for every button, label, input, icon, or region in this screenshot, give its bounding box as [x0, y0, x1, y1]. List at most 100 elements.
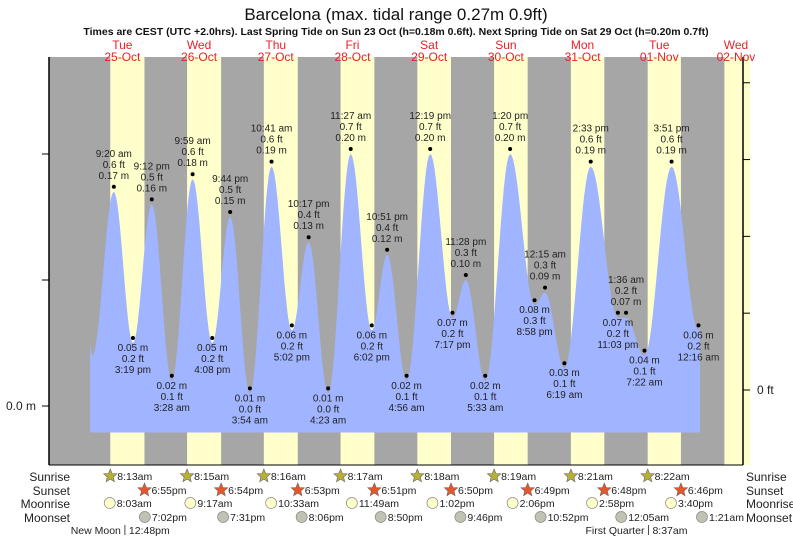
moon-phase-time: 12:48pm: [129, 525, 170, 537]
moonset-moon-icon: [374, 511, 387, 523]
moonrise-moon-icon: [103, 497, 116, 509]
low-tide-point: [130, 336, 135, 340]
moonset-row-label-right: Moonset: [746, 511, 793, 525]
chart-title: Barcelona (max. tidal range 0.27m 0.9ft): [244, 5, 547, 24]
low-tide-time: 7:22 am: [626, 378, 662, 389]
moonset-time: 9:46pm: [467, 512, 502, 524]
moonset-time: 12:05am: [628, 512, 669, 524]
high-tide-ft: 0.5 ft: [219, 185, 241, 196]
high-tide-ft: 0.6 ft: [103, 160, 125, 171]
sunset-star-icon: [596, 482, 612, 497]
sunset-time: 6:49pm: [535, 485, 570, 497]
high-tide-m: 0.19 m: [656, 146, 687, 157]
low-tide-time: 3:54 am: [232, 415, 268, 426]
high-tide-time: 9:20 am: [96, 149, 132, 160]
moonrise-row-label-left: Moonrise: [21, 497, 71, 511]
sunrise-star-icon: [486, 468, 502, 483]
low-tide-time: 11:03 pm: [597, 340, 638, 351]
low-tide-m: 0.06 m: [356, 330, 387, 341]
low-tide-ft: 0.3 ft: [523, 316, 545, 327]
moonrise-moon-icon: [506, 497, 519, 509]
sunset-time: 6:54pm: [228, 485, 263, 497]
high-tide-time: 9:12 pm: [134, 161, 170, 172]
high-tide-point: [149, 197, 154, 202]
low-tide-ft: 0.1 ft: [161, 392, 183, 403]
day-weekday-label: Wed: [187, 38, 211, 52]
low-tide-ft: 0.1 ft: [395, 392, 417, 403]
low-tide-point: [696, 323, 701, 328]
low-tide-point: [532, 298, 537, 303]
low-tide-time: 6:19 am: [546, 390, 582, 401]
high-tide-ft: 0.4 ft: [298, 210, 320, 221]
moonrise-row-label-right: Moonrise: [746, 497, 793, 511]
low-tide-m: 0.03 m: [549, 368, 580, 379]
high-tide-point: [543, 285, 548, 290]
low-tide-point: [450, 310, 455, 315]
low-tide-ft: 0.2 ft: [201, 354, 223, 365]
moonset-moon-icon: [454, 511, 467, 523]
high-tide-m: 0.16 m: [136, 183, 167, 194]
day-date-label: 31-Oct: [565, 50, 602, 64]
sunrise-star-icon: [256, 468, 272, 483]
sunrise-star-icon: [179, 468, 195, 483]
low-tide-m: 0.01 m: [313, 393, 344, 404]
high-tide-ft: 0.6 ft: [660, 135, 682, 146]
daylight-band: [724, 57, 750, 465]
low-tide-time: 12:16 am: [678, 352, 720, 363]
moonset-moon-icon: [615, 511, 628, 523]
left-axis-label: 0.0 m: [6, 399, 36, 413]
moonrise-moon-icon: [586, 497, 598, 509]
low-tide-time: 3:28 am: [154, 403, 190, 414]
low-tide-m: 0.02 m: [156, 381, 187, 392]
high-tide-ft: 0.6 ft: [580, 135, 602, 146]
low-tide-point: [483, 373, 488, 378]
day-weekday-label: Mon: [571, 38, 594, 52]
day-date-label: 02-Nov: [717, 50, 756, 64]
high-tide-ft: 0.2 ft: [615, 286, 637, 297]
moonrise-time: 2:58pm: [599, 498, 634, 510]
sun-moon-events: Sunrise Sunrise 8:13am 8:15am 8:16am 8:17am 8:…: [21, 468, 793, 537]
high-tide-m: 0.18 m: [177, 158, 208, 169]
high-tide-point: [269, 159, 274, 164]
low-tide-m: 0.02 m: [470, 381, 501, 392]
day-weekday-label: Sat: [420, 38, 439, 52]
high-tide-ft: 0.5 ft: [141, 172, 163, 183]
high-tide-m: 0.20 m: [415, 133, 446, 144]
moonrise-time: 10:33am: [278, 498, 319, 510]
high-tide-ft: 0.4 ft: [376, 223, 398, 234]
day-weekday-label: Thu: [265, 38, 286, 52]
high-tide-time: 11:28 pm: [445, 237, 486, 248]
high-tide-point: [190, 172, 195, 177]
low-tide-time: 5:33 am: [467, 403, 503, 414]
low-tide-time: 4:56 am: [389, 403, 425, 414]
sunset-star-icon: [137, 482, 152, 497]
tide-labels: 9:20 am0.6 ft0.17 m0.05 m0.2 ft3:19 pm9:…: [96, 111, 720, 426]
high-tide-time: 11:27 am: [330, 111, 371, 122]
high-tide-point: [624, 310, 629, 315]
high-tide-m: 0.17 m: [99, 171, 130, 182]
high-tide-time: 9:44 pm: [212, 174, 248, 185]
day-weekday-label: Tue: [649, 38, 670, 52]
high-tide-ft: 0.3 ft: [534, 261, 556, 272]
low-tide-point: [169, 373, 174, 378]
low-tide-ft: 0.0 ft: [239, 404, 261, 415]
high-tide-ft: 0.7 ft: [419, 122, 441, 133]
moonset-moon-icon: [217, 511, 229, 523]
moonrise-time: 11:49am: [359, 498, 399, 510]
sunset-time: 6:53pm: [305, 485, 340, 497]
day-date-label: 27-Oct: [258, 50, 295, 64]
day-date-label: 29-Oct: [411, 50, 448, 64]
right-axis-label: 0 ft: [757, 383, 774, 397]
high-tide-m: 0.12 m: [372, 234, 403, 245]
sunset-time: 6:46pm: [688, 485, 723, 497]
high-tide-time: 10:51 pm: [366, 212, 408, 223]
high-tide-time: 10:41 am: [251, 124, 293, 135]
high-tide-time: 1:20 pm: [492, 111, 528, 122]
low-tide-point: [615, 310, 620, 315]
low-tide-ft: 0.1 ft: [553, 379, 575, 390]
low-tide-point: [404, 373, 409, 378]
moonrise-time: 8:03am: [117, 498, 152, 510]
moonrise-moon-icon: [426, 497, 439, 509]
high-tide-time: 9:59 am: [175, 136, 211, 147]
high-tide-point: [306, 235, 311, 240]
